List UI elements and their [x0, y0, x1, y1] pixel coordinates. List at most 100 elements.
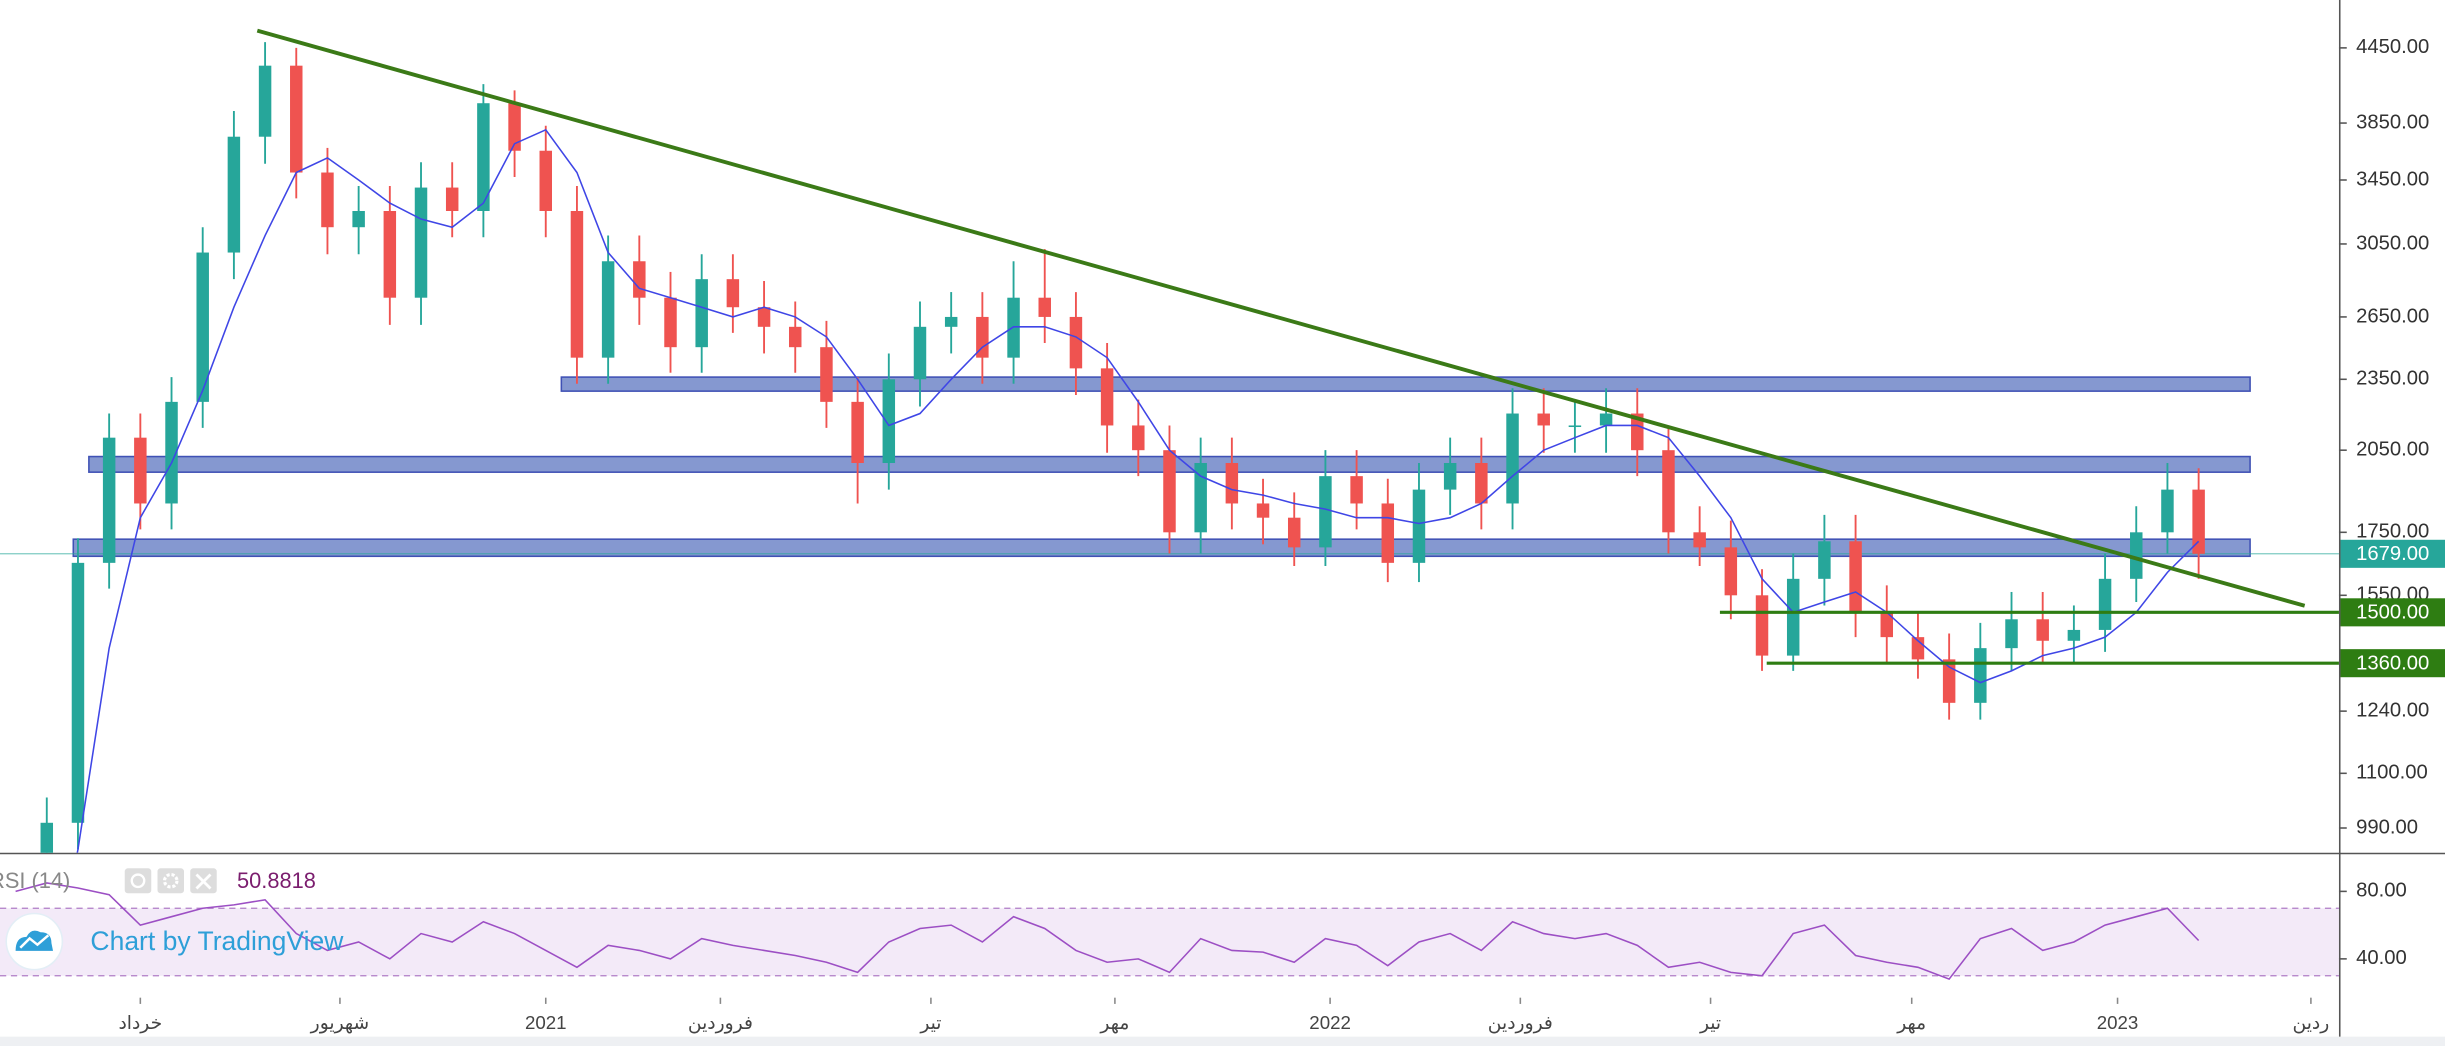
- trendline: [256, 28, 2306, 608]
- y-tick-label: 2650.00: [2356, 305, 2429, 327]
- x-tick-label: 2023: [2097, 1012, 2139, 1033]
- candle-body: [2098, 578, 2112, 630]
- rsi-header: RSI (14) 50.8818: [0, 868, 316, 894]
- candle-body: [1163, 450, 1176, 533]
- candle-body: [1350, 476, 1363, 504]
- candle-body: [1475, 463, 1488, 504]
- price-label: 1679.00: [2356, 543, 2429, 565]
- x-tick-label: فروردین: [1488, 1012, 1553, 1034]
- candle-body: [134, 437, 147, 504]
- candle-body: [1038, 297, 1051, 317]
- axes: 4450.00 3850.00 3450.00 3050.00 2650.00 2350.…: [118, 36, 2445, 1034]
- x-tick-label: 2022: [1309, 1012, 1351, 1033]
- candle-body: [789, 326, 802, 348]
- candle-body: [508, 103, 521, 151]
- candle-body: [1724, 547, 1738, 596]
- candle-body: [1381, 503, 1395, 563]
- price-label: 1360.00: [2356, 652, 2429, 674]
- x-tick-label: ردین: [2293, 1012, 2330, 1034]
- candle-body: [1568, 425, 1582, 428]
- candle-body: [1662, 450, 1675, 533]
- candle-body: [1443, 463, 1457, 490]
- candle-body: [477, 103, 490, 211]
- y-tick-label: 1750.00: [2356, 521, 2429, 543]
- candle-body: [1599, 413, 1613, 426]
- bottom-strip: [0, 1036, 2445, 1046]
- candle-body: [539, 150, 552, 211]
- y-tick-label: 1100.00: [2356, 762, 2428, 784]
- candle-body: [1693, 532, 1706, 548]
- candle-body: [102, 437, 116, 563]
- candle-body: [664, 297, 677, 348]
- candle-body: [1974, 648, 1987, 703]
- candle-body: [258, 65, 272, 137]
- candle-body: [1319, 476, 1332, 548]
- watermark: Chart by TradingView: [5, 912, 344, 971]
- candle-body: [2130, 532, 2143, 579]
- candle-body: [1506, 413, 1519, 504]
- y-tick-label: 990.00: [2356, 816, 2418, 838]
- candle-body: [882, 379, 896, 464]
- close-icon-glyph: [195, 873, 212, 890]
- candle-body: [165, 401, 178, 504]
- candle-body: [414, 187, 428, 298]
- candle-body: [1818, 541, 1831, 579]
- candle-body: [2067, 629, 2081, 641]
- candle-body: [321, 172, 334, 228]
- candle-body: [1942, 659, 1956, 703]
- candle-body: [71, 562, 85, 823]
- settings-icon[interactable]: [157, 868, 184, 894]
- price-label-bg: [2340, 649, 2445, 678]
- rsi-title: RSI (14): [0, 868, 70, 893]
- y-tick-label: 3850.00: [2356, 111, 2429, 133]
- candle-body: [40, 822, 54, 853]
- price-label: 1500.00: [2356, 601, 2429, 623]
- candle-body: [601, 261, 615, 358]
- candle-body: [445, 187, 459, 211]
- candle-body: [227, 136, 241, 253]
- x-tick-label: فروردین: [688, 1012, 753, 1034]
- candle-body: [383, 210, 397, 298]
- x-tick-label: تیر: [919, 1012, 941, 1034]
- candle-body: [1132, 425, 1145, 451]
- candle-body: [352, 210, 365, 228]
- price-label-bg: [2340, 598, 2445, 627]
- candle-body: [851, 401, 864, 464]
- candle-body: [1256, 503, 1270, 518]
- candle-body: [2036, 619, 2049, 641]
- candle-body: [913, 326, 927, 380]
- candle-body: [1786, 578, 1800, 656]
- candle-body: [290, 65, 303, 173]
- settings-icon-glyph: [162, 872, 179, 889]
- candle-body: [1287, 517, 1301, 548]
- price-label-bg: [2340, 539, 2445, 568]
- y-tick-label: 2050.00: [2356, 439, 2429, 461]
- candle-body: [196, 252, 209, 402]
- y-tick-label: 3050.00: [2356, 232, 2429, 254]
- candle-body: [726, 279, 740, 308]
- watermark-logo-line: [19, 934, 50, 949]
- candle-body: [1100, 368, 1114, 426]
- candle-body: [2192, 489, 2205, 554]
- candle-body: [695, 279, 708, 348]
- candle-body: [1631, 413, 1644, 451]
- x-tick-label: شهریور: [310, 1012, 369, 1034]
- watermark-text: Chart by TradingView: [90, 926, 344, 956]
- candle-body: [944, 316, 958, 327]
- candle-body: [1412, 489, 1426, 563]
- candle-body: [1755, 595, 1769, 656]
- y-tick-label: 3450.00: [2356, 168, 2429, 190]
- x-tick-label: خرداد: [118, 1012, 162, 1034]
- rsi-y-tick-label: 40.00: [2356, 947, 2407, 969]
- x-tick-label: تیر: [1699, 1012, 1721, 1034]
- support-zone: [560, 376, 2251, 392]
- eye-icon[interactable]: [124, 868, 152, 894]
- y-tick-label: 2350.00: [2356, 368, 2429, 390]
- candle-body: [1849, 541, 1862, 613]
- eye-icon-glyph: [130, 873, 146, 889]
- candle-body: [976, 316, 989, 358]
